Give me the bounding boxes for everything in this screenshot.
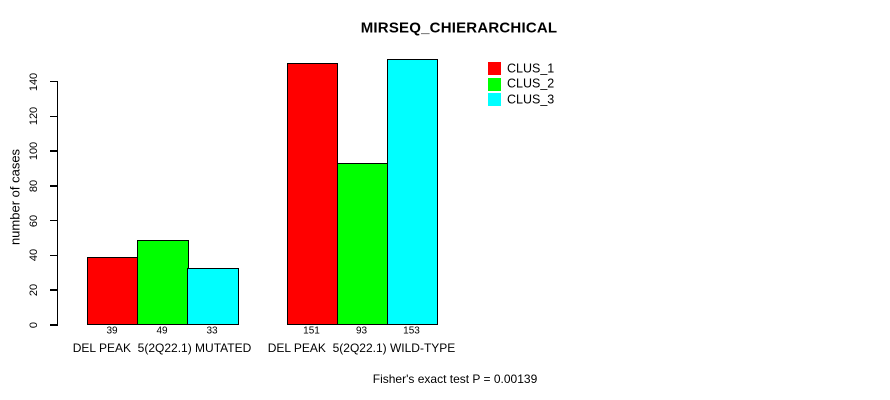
y-axis-tick-label: 100: [28, 142, 40, 161]
bar-clus_1-group2: [286, 62, 338, 325]
y-axis-tick: [50, 150, 57, 152]
y-axis-tick-label: 0: [28, 321, 40, 329]
chart-title: MIRSEQ_CHIERARCHICAL: [360, 19, 558, 37]
y-axis-tick: [50, 254, 57, 257]
bar-clus_3-group1: [187, 267, 239, 325]
legend-swatch-clus_2: [488, 77, 501, 91]
y-axis-tick: [50, 289, 57, 291]
y-axis-tick: [50, 219, 57, 222]
category-label: DEL PEAK 5(2Q22.1) WILD-TYPE: [267, 341, 456, 355]
y-axis-tick-label: 140: [28, 72, 40, 91]
bar-clus_2-group1: [137, 239, 189, 325]
bar-value-label: 33: [206, 325, 218, 336]
bar-clus_2-group2: [336, 163, 388, 325]
y-axis-tick-label: 20: [28, 284, 40, 297]
y-axis-tick: [50, 185, 57, 187]
y-axis-tick: [50, 115, 57, 118]
y-axis-tick-label: 60: [28, 214, 40, 227]
y-axis-tick-label: 40: [28, 249, 40, 262]
bar-value-label: 151: [303, 325, 320, 336]
bar-value-label: 49: [156, 325, 168, 336]
fisher-test-annotation: Fisher's exact test P = 0.00139: [372, 372, 538, 386]
category-label: DEL PEAK 5(2Q22.1) MUTATED: [72, 341, 252, 355]
bar-value-label: 93: [355, 325, 368, 336]
legend-swatch-clus_3: [488, 93, 501, 106]
bar-value-label: 153: [403, 325, 420, 336]
legend-label-clus_3: CLUS_3: [507, 91, 555, 106]
legend-label-clus_2: CLUS_2: [507, 76, 555, 91]
y-axis-line: [56, 80, 58, 326]
y-axis-tick: [50, 324, 57, 326]
bar-clus_1-group1: [87, 257, 139, 325]
bar-clus_3-group2: [386, 59, 438, 325]
legend-swatch-clus_1: [488, 62, 501, 75]
y-axis-tick-label: 80: [28, 179, 40, 193]
bar-value-label: 39: [106, 325, 118, 336]
y-axis-tick-label: 120: [28, 107, 40, 126]
legend-label-clus_1: CLUS_1: [507, 60, 555, 75]
y-axis-tick: [50, 80, 57, 83]
